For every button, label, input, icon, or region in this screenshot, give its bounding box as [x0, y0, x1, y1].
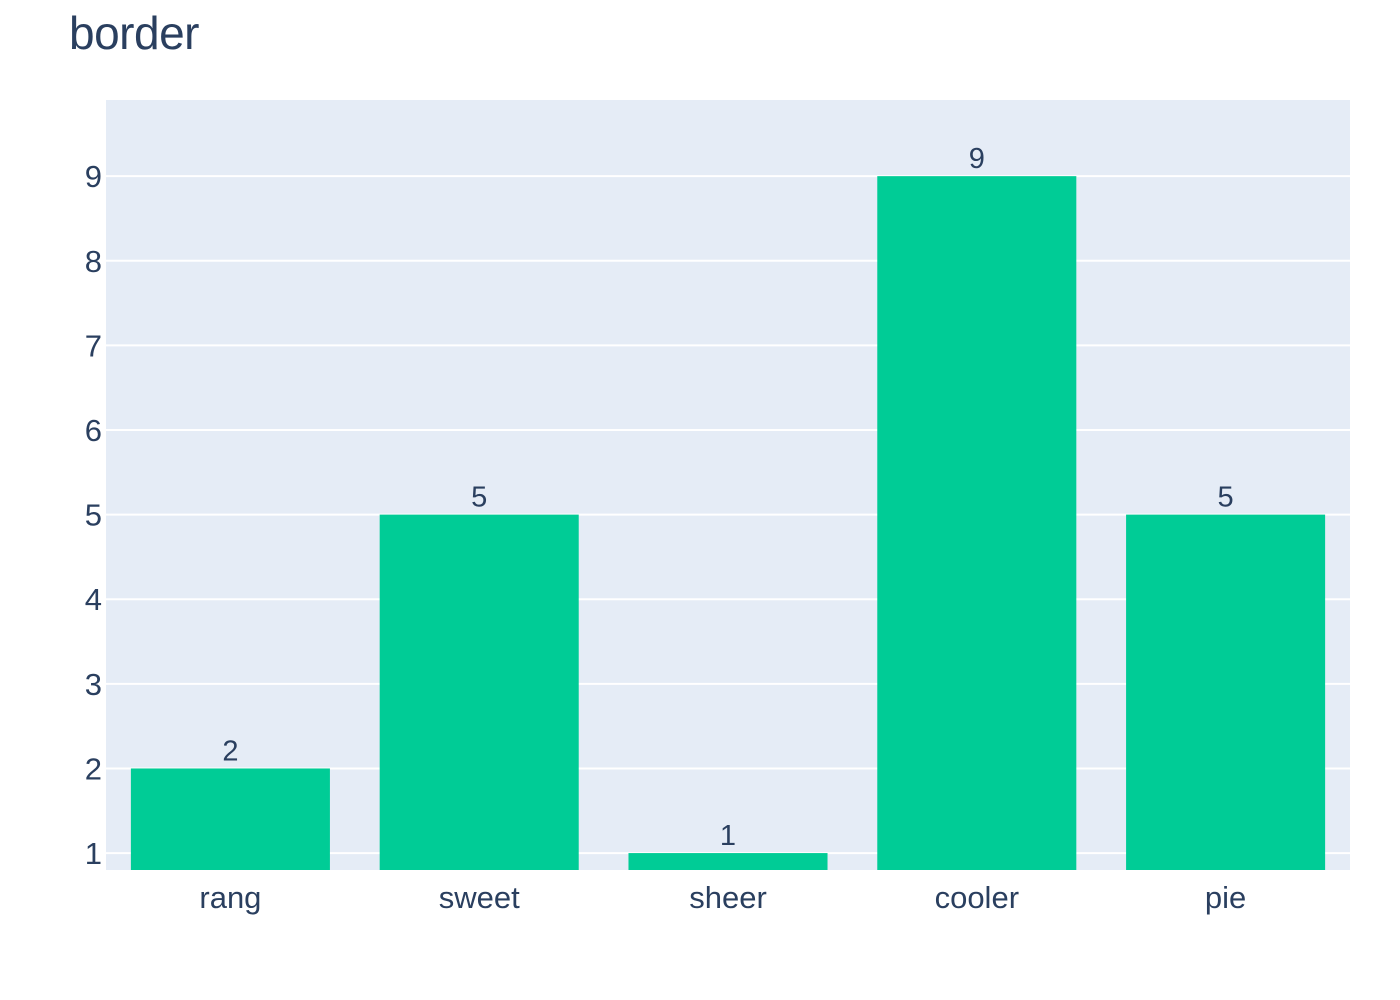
x-tick-label-sheer: sheer [689, 880, 767, 915]
y-tick-label: 2 [85, 751, 102, 786]
y-axis-ticks: 1 2 3 4 5 6 7 8 9 [85, 159, 102, 871]
y-tick-label: 1 [85, 836, 102, 871]
data-label-sweet: 5 [471, 482, 487, 514]
x-tick-label-sweet: sweet [439, 880, 520, 915]
x-tick-label-pie: pie [1205, 880, 1246, 915]
data-label-cooler: 9 [969, 143, 985, 175]
bar-sheer [628, 853, 828, 870]
y-tick-label: 9 [85, 159, 102, 194]
bar-sweet [379, 514, 579, 870]
bar-cooler [877, 176, 1077, 871]
bar-rang [130, 768, 330, 870]
y-tick-label: 4 [85, 582, 102, 617]
data-label-rang: 2 [222, 735, 238, 767]
x-tick-label-cooler: cooler [935, 880, 1019, 915]
bars [130, 176, 1326, 871]
y-tick-label: 3 [85, 667, 102, 702]
bar-pie [1126, 514, 1326, 870]
data-labels: 2 5 1 9 5 [222, 143, 1233, 852]
data-label-sheer: 1 [720, 820, 736, 852]
x-tick-label-rang: rang [199, 880, 261, 915]
x-axis-ticks: rang sweet sheer cooler pie [199, 880, 1246, 915]
y-tick-label: 8 [85, 244, 102, 279]
y-tick-label: 6 [85, 413, 102, 448]
chart-title: border [69, 7, 199, 59]
y-tick-label: 7 [85, 328, 102, 363]
data-label-pie: 5 [1218, 482, 1234, 514]
y-tick-label: 5 [85, 498, 102, 533]
